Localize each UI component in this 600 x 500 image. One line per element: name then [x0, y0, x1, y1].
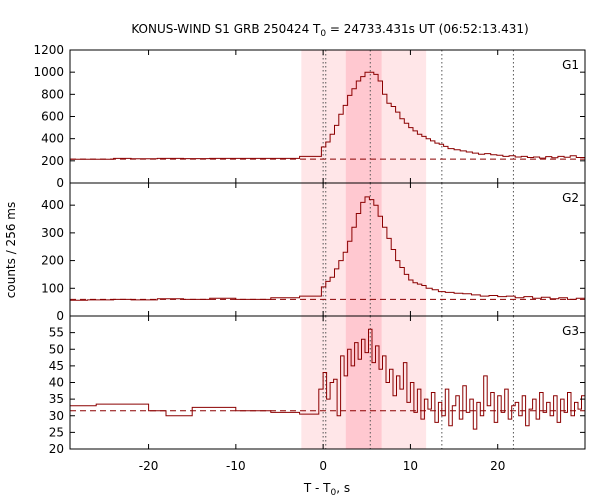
- x-tick-label: 10: [403, 459, 418, 473]
- panel-label: G2: [562, 191, 579, 205]
- x-axis-label: T - T0, s: [303, 481, 350, 498]
- y-tick-label: 800: [41, 87, 64, 101]
- interval-band-inner: [345, 50, 382, 183]
- interval-band-inner: [345, 316, 382, 449]
- chart-title: KONUS-WIND S1 GRB 250424 T0 = 24733.431s…: [131, 22, 528, 39]
- panels-layer: 020040060080010001200G10100200300400G220…: [33, 43, 586, 473]
- panel-g2: 0 100 200 300 400 G2: [41, 182, 586, 323]
- x-axis-label-rest: , s: [336, 481, 350, 495]
- y-tick-label: 40: [49, 376, 64, 390]
- y-tick-label: 1200: [33, 43, 64, 57]
- y-tick-label: 0: [56, 309, 64, 323]
- x-tick-label: 20: [490, 459, 505, 473]
- panel-label: G1: [562, 58, 579, 72]
- y-tick-label: 400: [41, 132, 64, 146]
- y-tick-label: 300: [41, 226, 64, 240]
- chart-title-subscript: 0: [320, 29, 326, 39]
- interval-band-inner: [345, 183, 382, 316]
- y-tick-label: 100: [41, 281, 64, 295]
- y-tick-label: 600: [41, 110, 64, 124]
- count-rate-histogram: [70, 71, 585, 160]
- chart-title-rest: = 24733.431s UT (06:52:13.431): [326, 22, 529, 36]
- x-tick-label: -10: [226, 459, 246, 473]
- y-tick-label: 1000: [33, 65, 64, 79]
- x-axis-label-subscript: 0: [331, 488, 337, 498]
- y-tick-label: 20: [49, 442, 64, 456]
- y-tick-label: 25: [49, 425, 64, 439]
- x-tick-label: -20: [139, 459, 159, 473]
- y-tick-label: 200: [41, 154, 64, 168]
- y-tick-label: 200: [41, 254, 64, 268]
- count-rate-histogram: [70, 196, 585, 301]
- x-axis-label-main: T - T: [303, 481, 331, 495]
- panel-label: G3: [562, 324, 579, 338]
- y-tick-label: 35: [49, 392, 64, 406]
- y-tick-label: 400: [41, 198, 64, 212]
- count-rate-histogram: [70, 328, 585, 430]
- y-tick-label: 0: [56, 176, 64, 190]
- chart-title-main: KONUS-WIND S1 GRB 250424 T: [131, 22, 321, 36]
- y-axis-label: counts / 256 ms: [4, 202, 18, 298]
- panel-g3: 20 25 30 35 40 45 50 55 G3: [49, 315, 586, 456]
- x-tick-label: 0: [319, 459, 327, 473]
- y-tick-label: 45: [49, 359, 64, 373]
- y-tick-label: 55: [49, 326, 64, 340]
- panel-g1: 0 200 400 600 800 1000 1200 G1: [33, 43, 586, 190]
- y-tick-label: 30: [49, 409, 64, 423]
- y-tick-label: 50: [49, 342, 64, 356]
